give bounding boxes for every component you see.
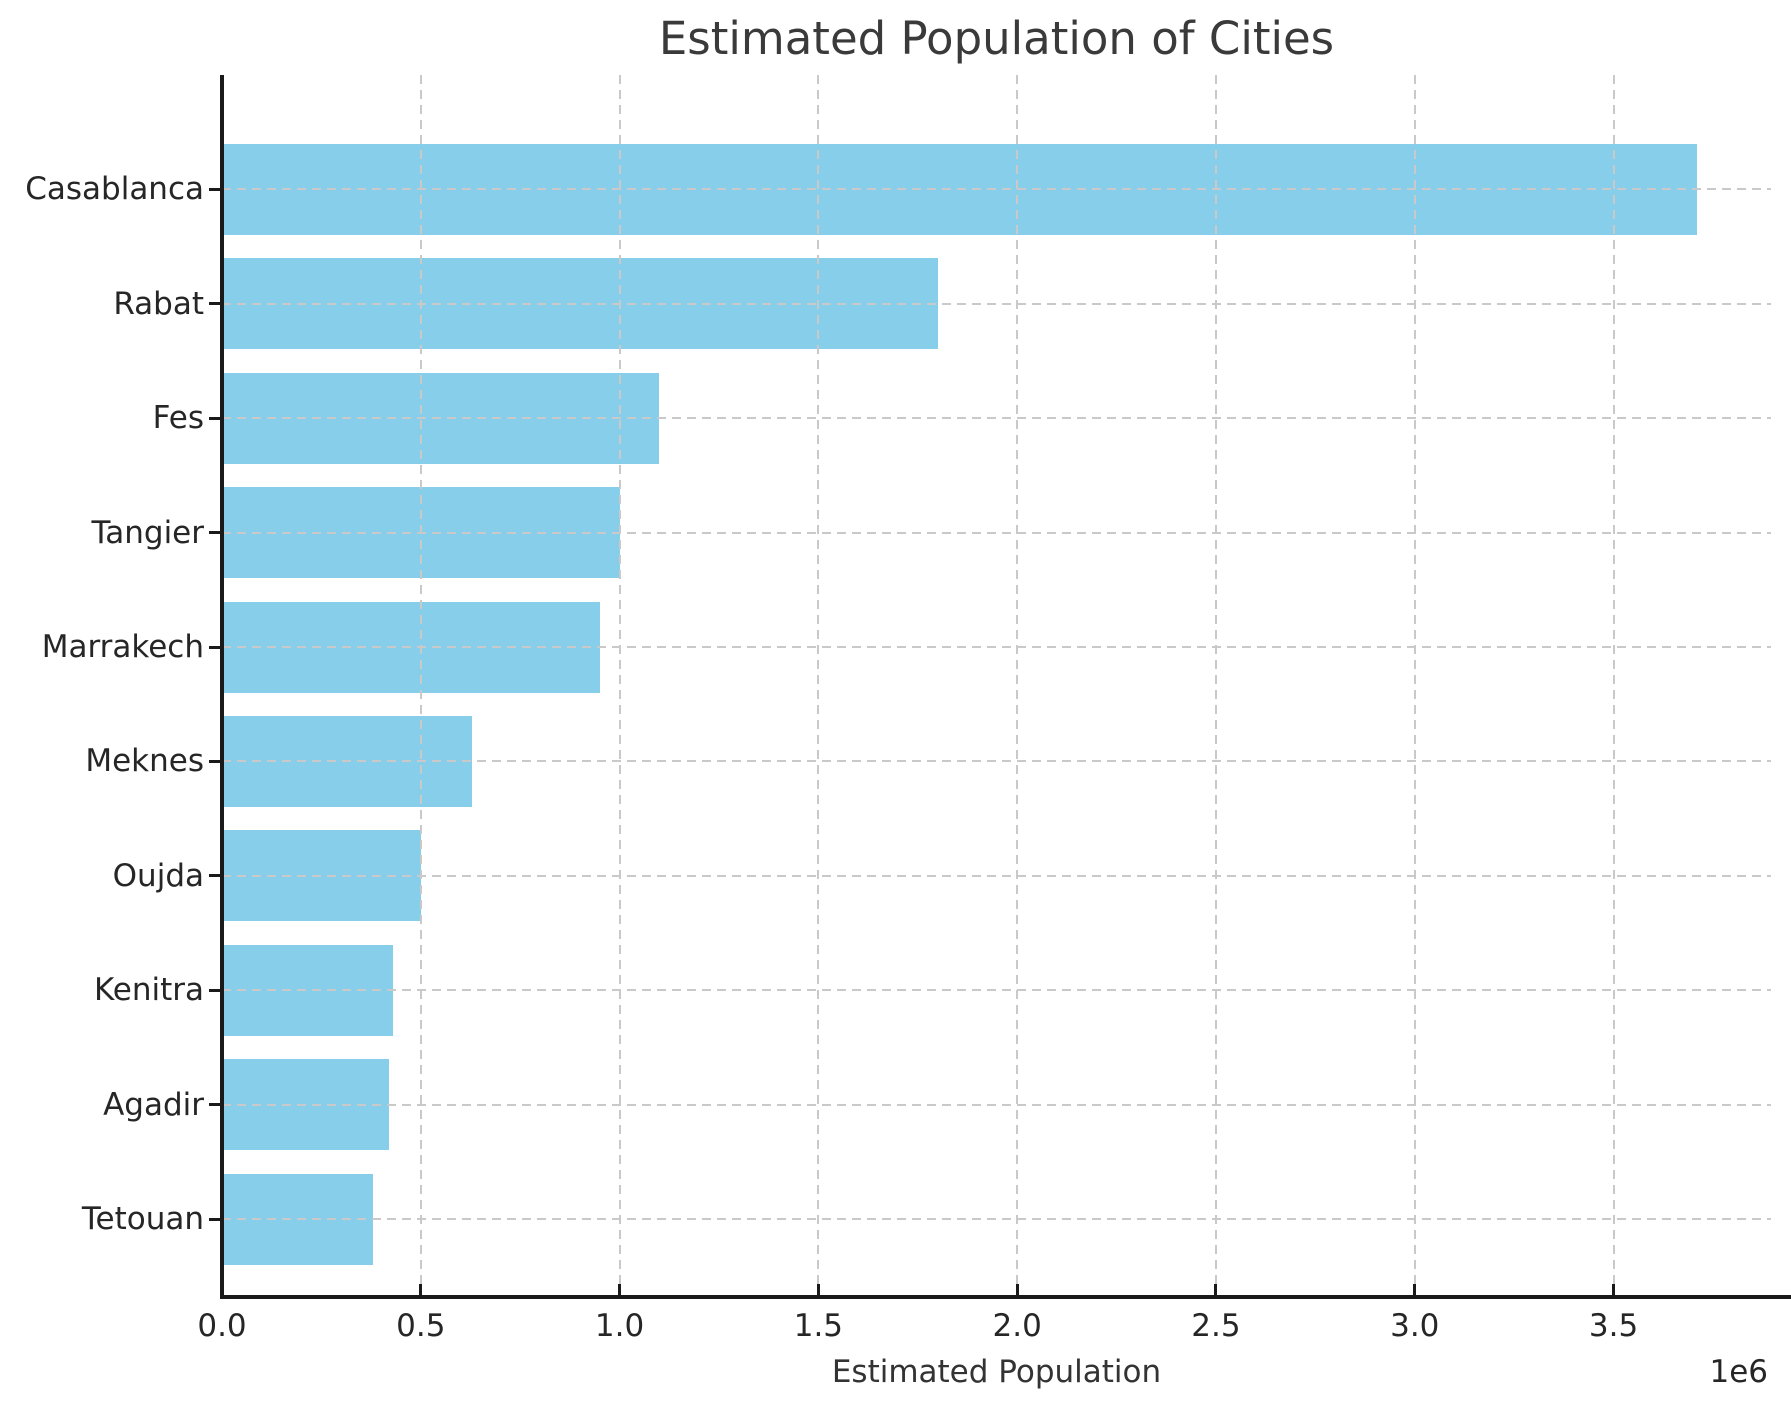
gridline-v-2.0 <box>1016 75 1019 1295</box>
x-tick-label-3.0: 3.0 <box>1390 1308 1440 1344</box>
gridline-v-3.5 <box>1612 75 1615 1295</box>
x-tick-3.0 <box>1413 1284 1417 1295</box>
gridline-h-casablanca <box>222 188 1771 191</box>
gridline-h-agadir <box>222 1103 1771 1106</box>
x-tick-0.5 <box>419 1284 423 1295</box>
x-tick-label-2.5: 2.5 <box>1191 1308 1241 1344</box>
y-tick-agadir <box>209 1103 220 1107</box>
bottom-spine <box>220 1295 1791 1299</box>
y-tick-label-oujda: Oujda <box>112 857 204 894</box>
y-tick-casablanca <box>209 187 220 191</box>
axis-offset-text: 1e6 <box>1709 1354 1768 1390</box>
gridline-v-0.5 <box>419 75 422 1295</box>
left-spine <box>220 75 224 1299</box>
x-tick-1.0 <box>618 1284 622 1295</box>
gridline-h-tangier <box>222 531 1771 534</box>
gridline-v-1.5 <box>817 75 820 1295</box>
gridline-h-kenitra <box>222 989 1771 992</box>
gridline-h-meknes <box>222 760 1771 763</box>
y-tick-label-agadir: Agadir <box>103 1086 204 1123</box>
x-tick-2.5 <box>1214 1284 1218 1295</box>
gridline-v-3.0 <box>1413 75 1416 1295</box>
y-tick-label-tangier: Tangier <box>91 514 204 551</box>
plot-area: Estimated Population 1e6 0.0 0.5 1.0 1.5 2.0… <box>25 75 1791 1390</box>
x-tick-label-2.0: 2.0 <box>992 1308 1042 1344</box>
y-tick-rabat <box>209 302 220 306</box>
y-tick-oujda <box>209 874 220 878</box>
x-tick-label-3.5: 3.5 <box>1588 1308 1639 1344</box>
y-tick-tangier <box>209 531 220 535</box>
y-tick-tetouan <box>209 1217 220 1221</box>
y-tick-marrakech <box>209 645 220 649</box>
gridline-h-fes <box>222 417 1771 420</box>
x-tick-1.5 <box>816 1284 820 1295</box>
y-tick-label-meknes: Meknes <box>85 743 204 780</box>
gridline-v-2.5 <box>1214 75 1217 1295</box>
x-tick-label-0.0: 0.0 <box>197 1308 247 1344</box>
x-tick-label-1.5: 1.5 <box>793 1308 844 1344</box>
y-tick-label-tetouan: Tetouan <box>81 1201 204 1237</box>
gridline-v-1.0 <box>618 75 621 1295</box>
y-tick-label-marrakech: Marrakech <box>41 629 204 665</box>
x-tick-3.5 <box>1612 1284 1616 1295</box>
x-tick-label-1.0: 1.0 <box>594 1308 645 1344</box>
gridline-h-tetouan <box>222 1218 1771 1220</box>
y-tick-meknes <box>209 759 220 763</box>
y-tick-fes <box>209 416 220 420</box>
y-tick-label-casablanca: Casablanca <box>25 171 204 208</box>
gridline-h-marrakech <box>222 646 1771 648</box>
y-tick-label-kenitra: Kenitra <box>93 972 204 1009</box>
x-tick-label-0.5: 0.5 <box>396 1308 446 1344</box>
y-tick-label-rabat: Rabat <box>113 285 204 322</box>
x-axis-label: Estimated Population <box>831 1354 1162 1390</box>
gridline-h-oujda <box>222 874 1771 877</box>
chart-title: Estimated Population of Cities <box>658 12 1335 65</box>
y-tick-kenitra <box>209 988 220 992</box>
y-tick-label-fes: Fes <box>152 400 204 437</box>
gridline-h-rabat <box>222 302 1771 305</box>
x-tick-2.0 <box>1015 1284 1019 1295</box>
